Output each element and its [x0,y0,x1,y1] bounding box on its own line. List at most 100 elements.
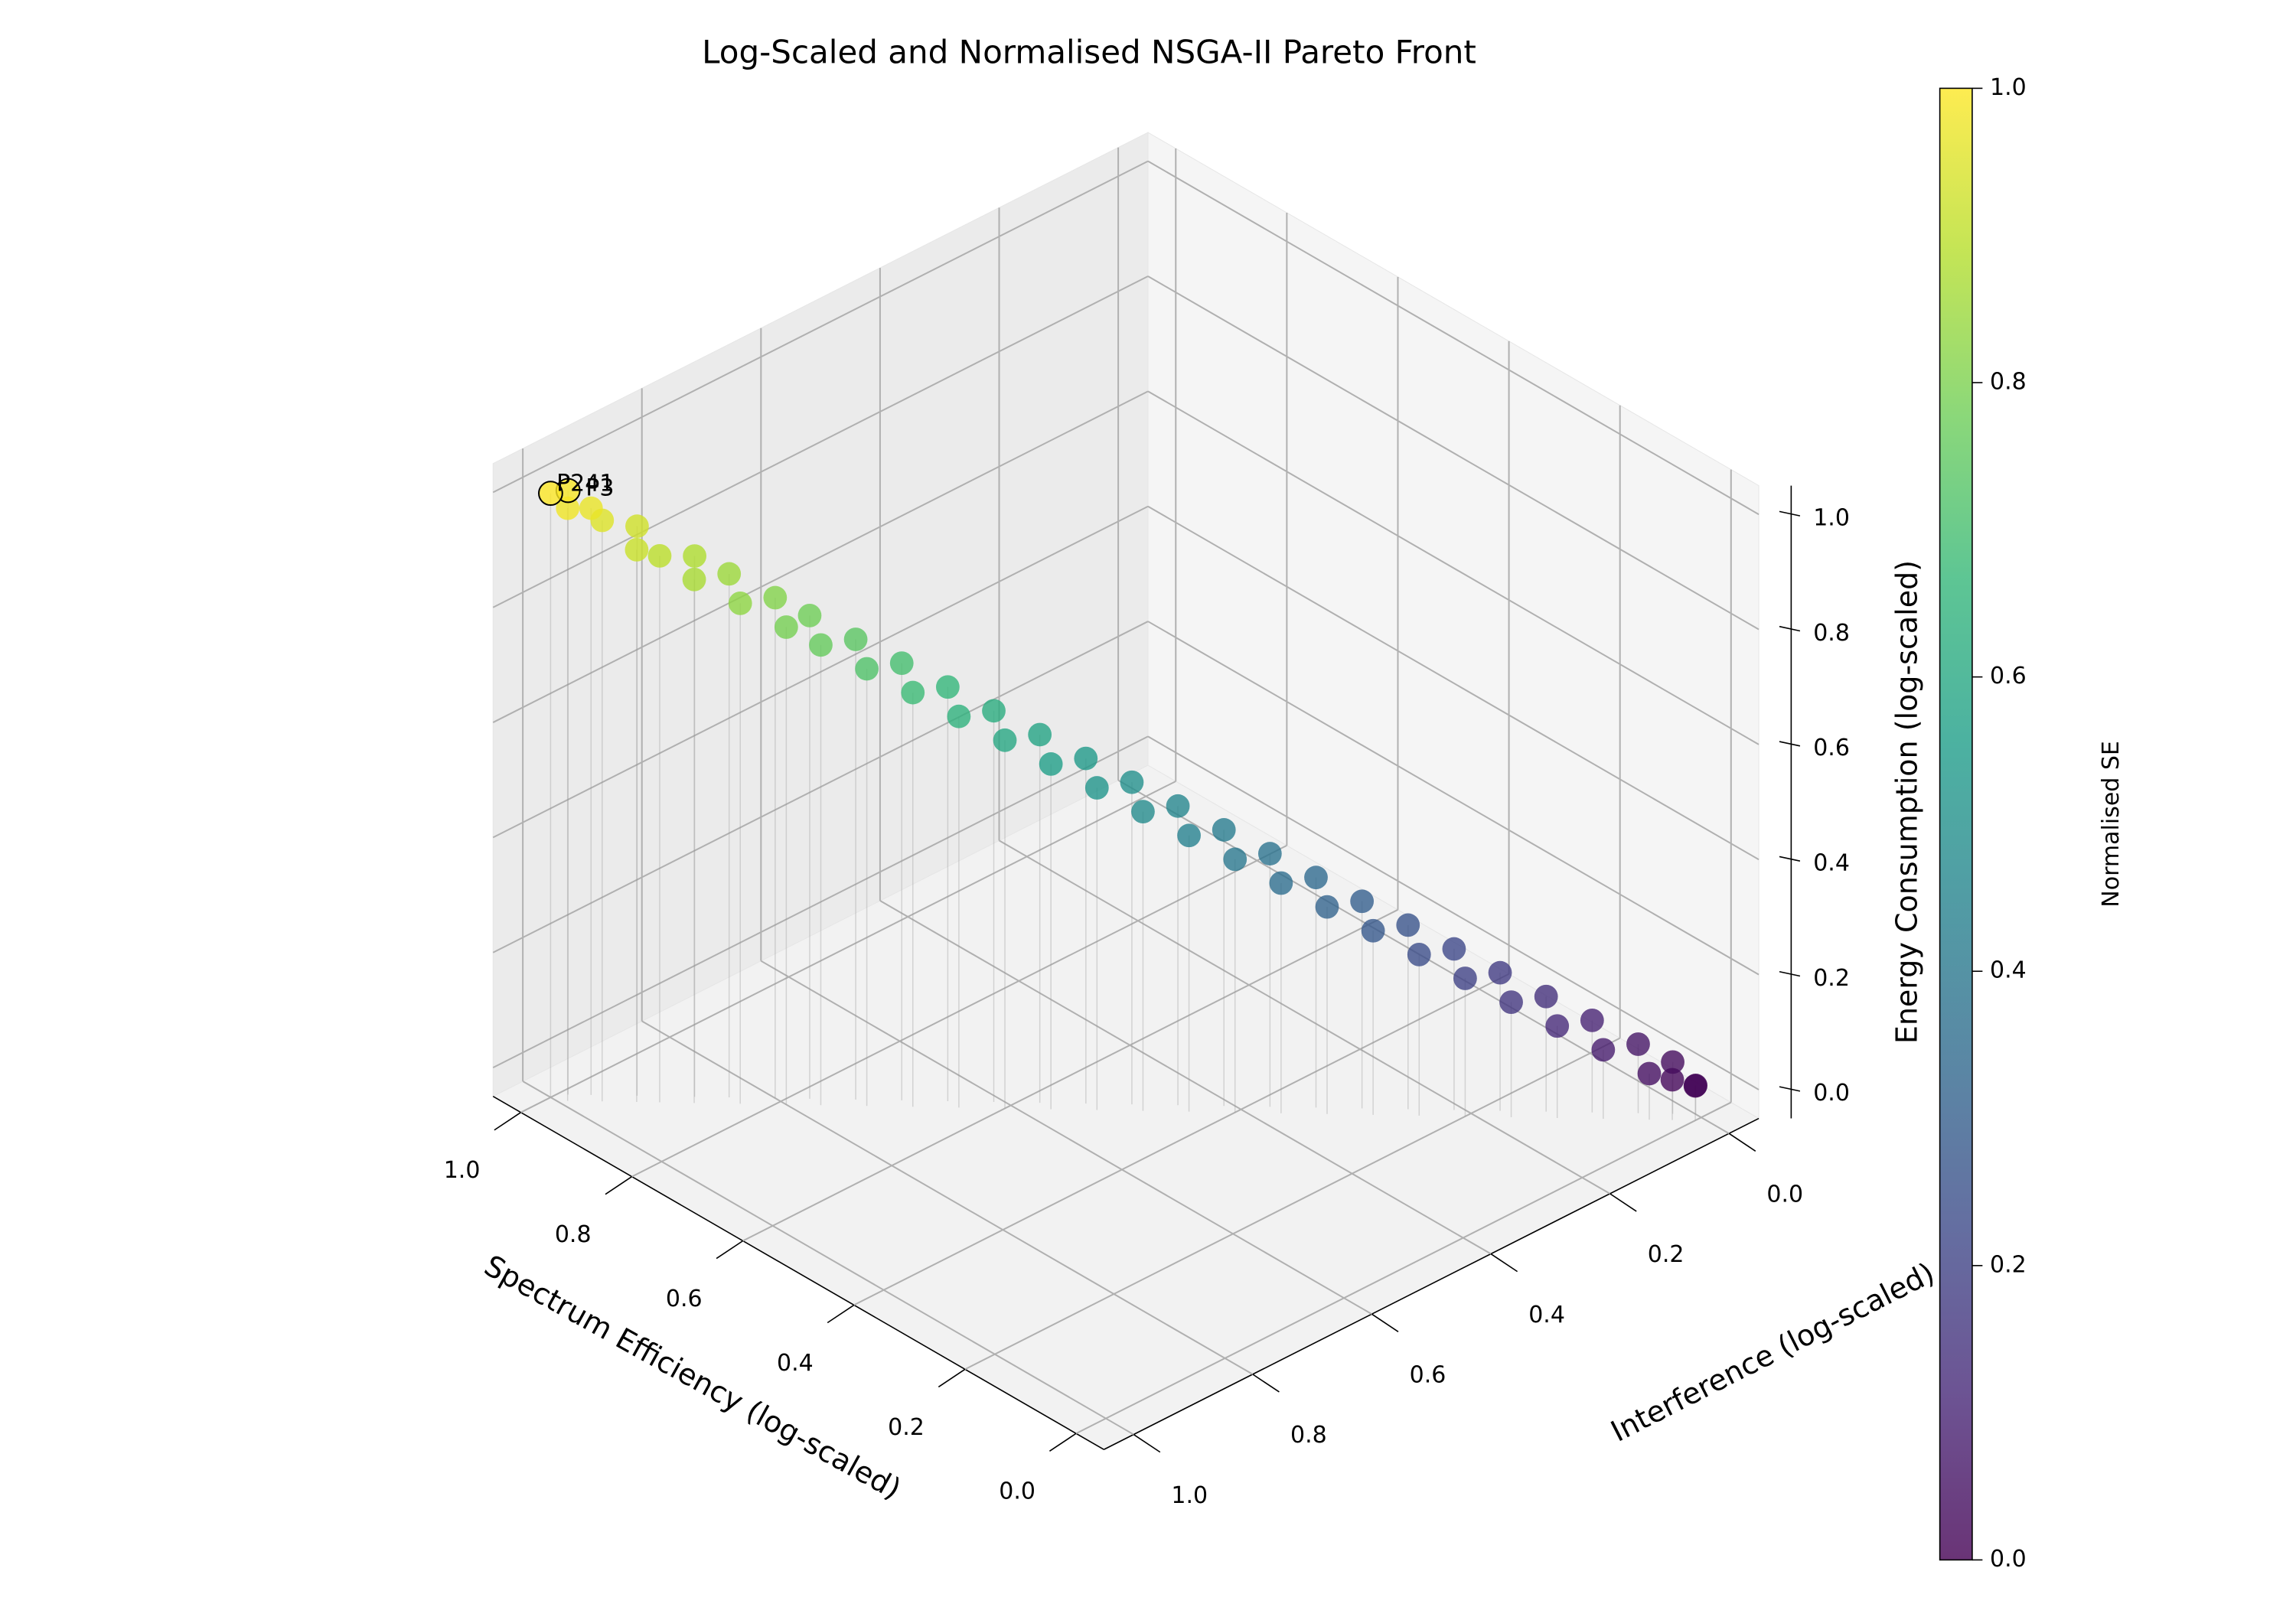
y-tick [1490,1253,1518,1273]
point [538,481,563,507]
x-tick [1049,1433,1077,1452]
point [982,699,1006,723]
z-tick [1779,625,1801,632]
x-tick-label: 0.6 [666,1286,703,1312]
point [717,562,742,586]
grid-line [1147,505,1760,861]
z-tick-label: 0.2 [1813,965,1850,992]
grid-line [492,505,1149,839]
y-axis-line [1103,1117,1760,1450]
grid-line [760,960,1372,1315]
point [1028,722,1052,747]
y-tick [1133,1433,1161,1453]
x-tick [938,1368,966,1388]
grid-line [492,275,1149,608]
point [1684,1074,1708,1097]
z-tick [1779,970,1801,977]
point [774,615,798,639]
point [935,675,960,699]
point [625,514,649,539]
point [1257,842,1282,865]
colorbar-tick-label: 0.2 [1990,1251,2027,1278]
point [809,633,833,657]
grid-line [1147,275,1760,631]
point [1396,913,1420,937]
x-tick-label: 0.0 [999,1478,1035,1505]
y-tick-label: 1.0 [1171,1482,1208,1509]
colorbar-tick-label: 0.0 [1990,1546,2027,1573]
point [1166,794,1190,818]
grid-line [879,900,1492,1255]
z-tick-label: 0.8 [1813,620,1850,647]
colorbar-label: Normalised SE [2098,741,2125,908]
point [993,728,1017,752]
point [1350,889,1375,914]
x-tick-label: 1.0 [444,1157,481,1184]
z-tick-label: 0.6 [1813,735,1850,761]
grid-line [1147,160,1760,516]
point [1131,800,1155,824]
chart-title: Log-Scaled and Normalised NSGA-II Pareto… [702,34,1476,71]
annotation: P241 [556,471,614,497]
point [1591,1038,1616,1062]
y-tick-label: 0.8 [1290,1422,1327,1449]
point [683,544,706,568]
grid-line [520,781,1176,1113]
point [1637,1061,1662,1086]
x-tick [827,1304,855,1324]
point [579,496,603,520]
point [1407,942,1431,966]
point [1361,918,1385,943]
point [855,657,879,681]
x-tick-label: 0.4 [777,1350,814,1377]
z-tick [1779,741,1801,747]
colorbar [1939,87,1973,1561]
x-axis-line [492,1095,1104,1450]
point [763,585,788,610]
y-tick-label: 0.6 [1410,1361,1446,1388]
point [647,544,672,568]
point [1212,818,1236,842]
grid-line [631,845,1287,1178]
grid-line [492,735,1149,1068]
point [1453,966,1477,990]
y-tick-label: 0.4 [1528,1302,1565,1328]
colorbar-tick-label: 0.6 [1990,663,2027,689]
point [1039,752,1063,776]
grid-line [1147,621,1760,976]
point [1074,746,1098,771]
x-tick [494,1112,521,1131]
point [728,591,752,615]
point [1534,984,1558,1009]
point [1177,823,1201,848]
x-tick-label: 0.2 [888,1414,925,1441]
point [947,704,971,729]
grid-line [742,908,1398,1242]
point [625,537,649,562]
point [1626,1032,1650,1056]
z-axis-label: Energy Consumption (log-scaled) [1890,560,1924,1044]
colorbar-tick-label: 0.4 [1990,957,2027,984]
point [1315,895,1339,919]
point [1499,990,1523,1014]
point [1223,847,1247,872]
grid-line [492,621,1149,953]
grid-line [1075,1101,1732,1435]
grid-line [522,1081,1134,1436]
point [1661,1050,1684,1074]
grid-line [964,1037,1621,1371]
grid-line [492,390,1149,723]
colorbar-tick-label: 0.8 [1990,369,2027,396]
z-tick-label: 0.4 [1813,850,1850,877]
point [1545,1014,1570,1038]
point [1084,776,1109,800]
grid-line [853,973,1510,1306]
y-tick [1728,1133,1756,1152]
annotation: P3 [585,475,614,502]
z-tick-label: 1.0 [1813,504,1850,531]
point [1304,865,1328,890]
x-tick [605,1175,633,1195]
y-tick [1371,1313,1399,1332]
